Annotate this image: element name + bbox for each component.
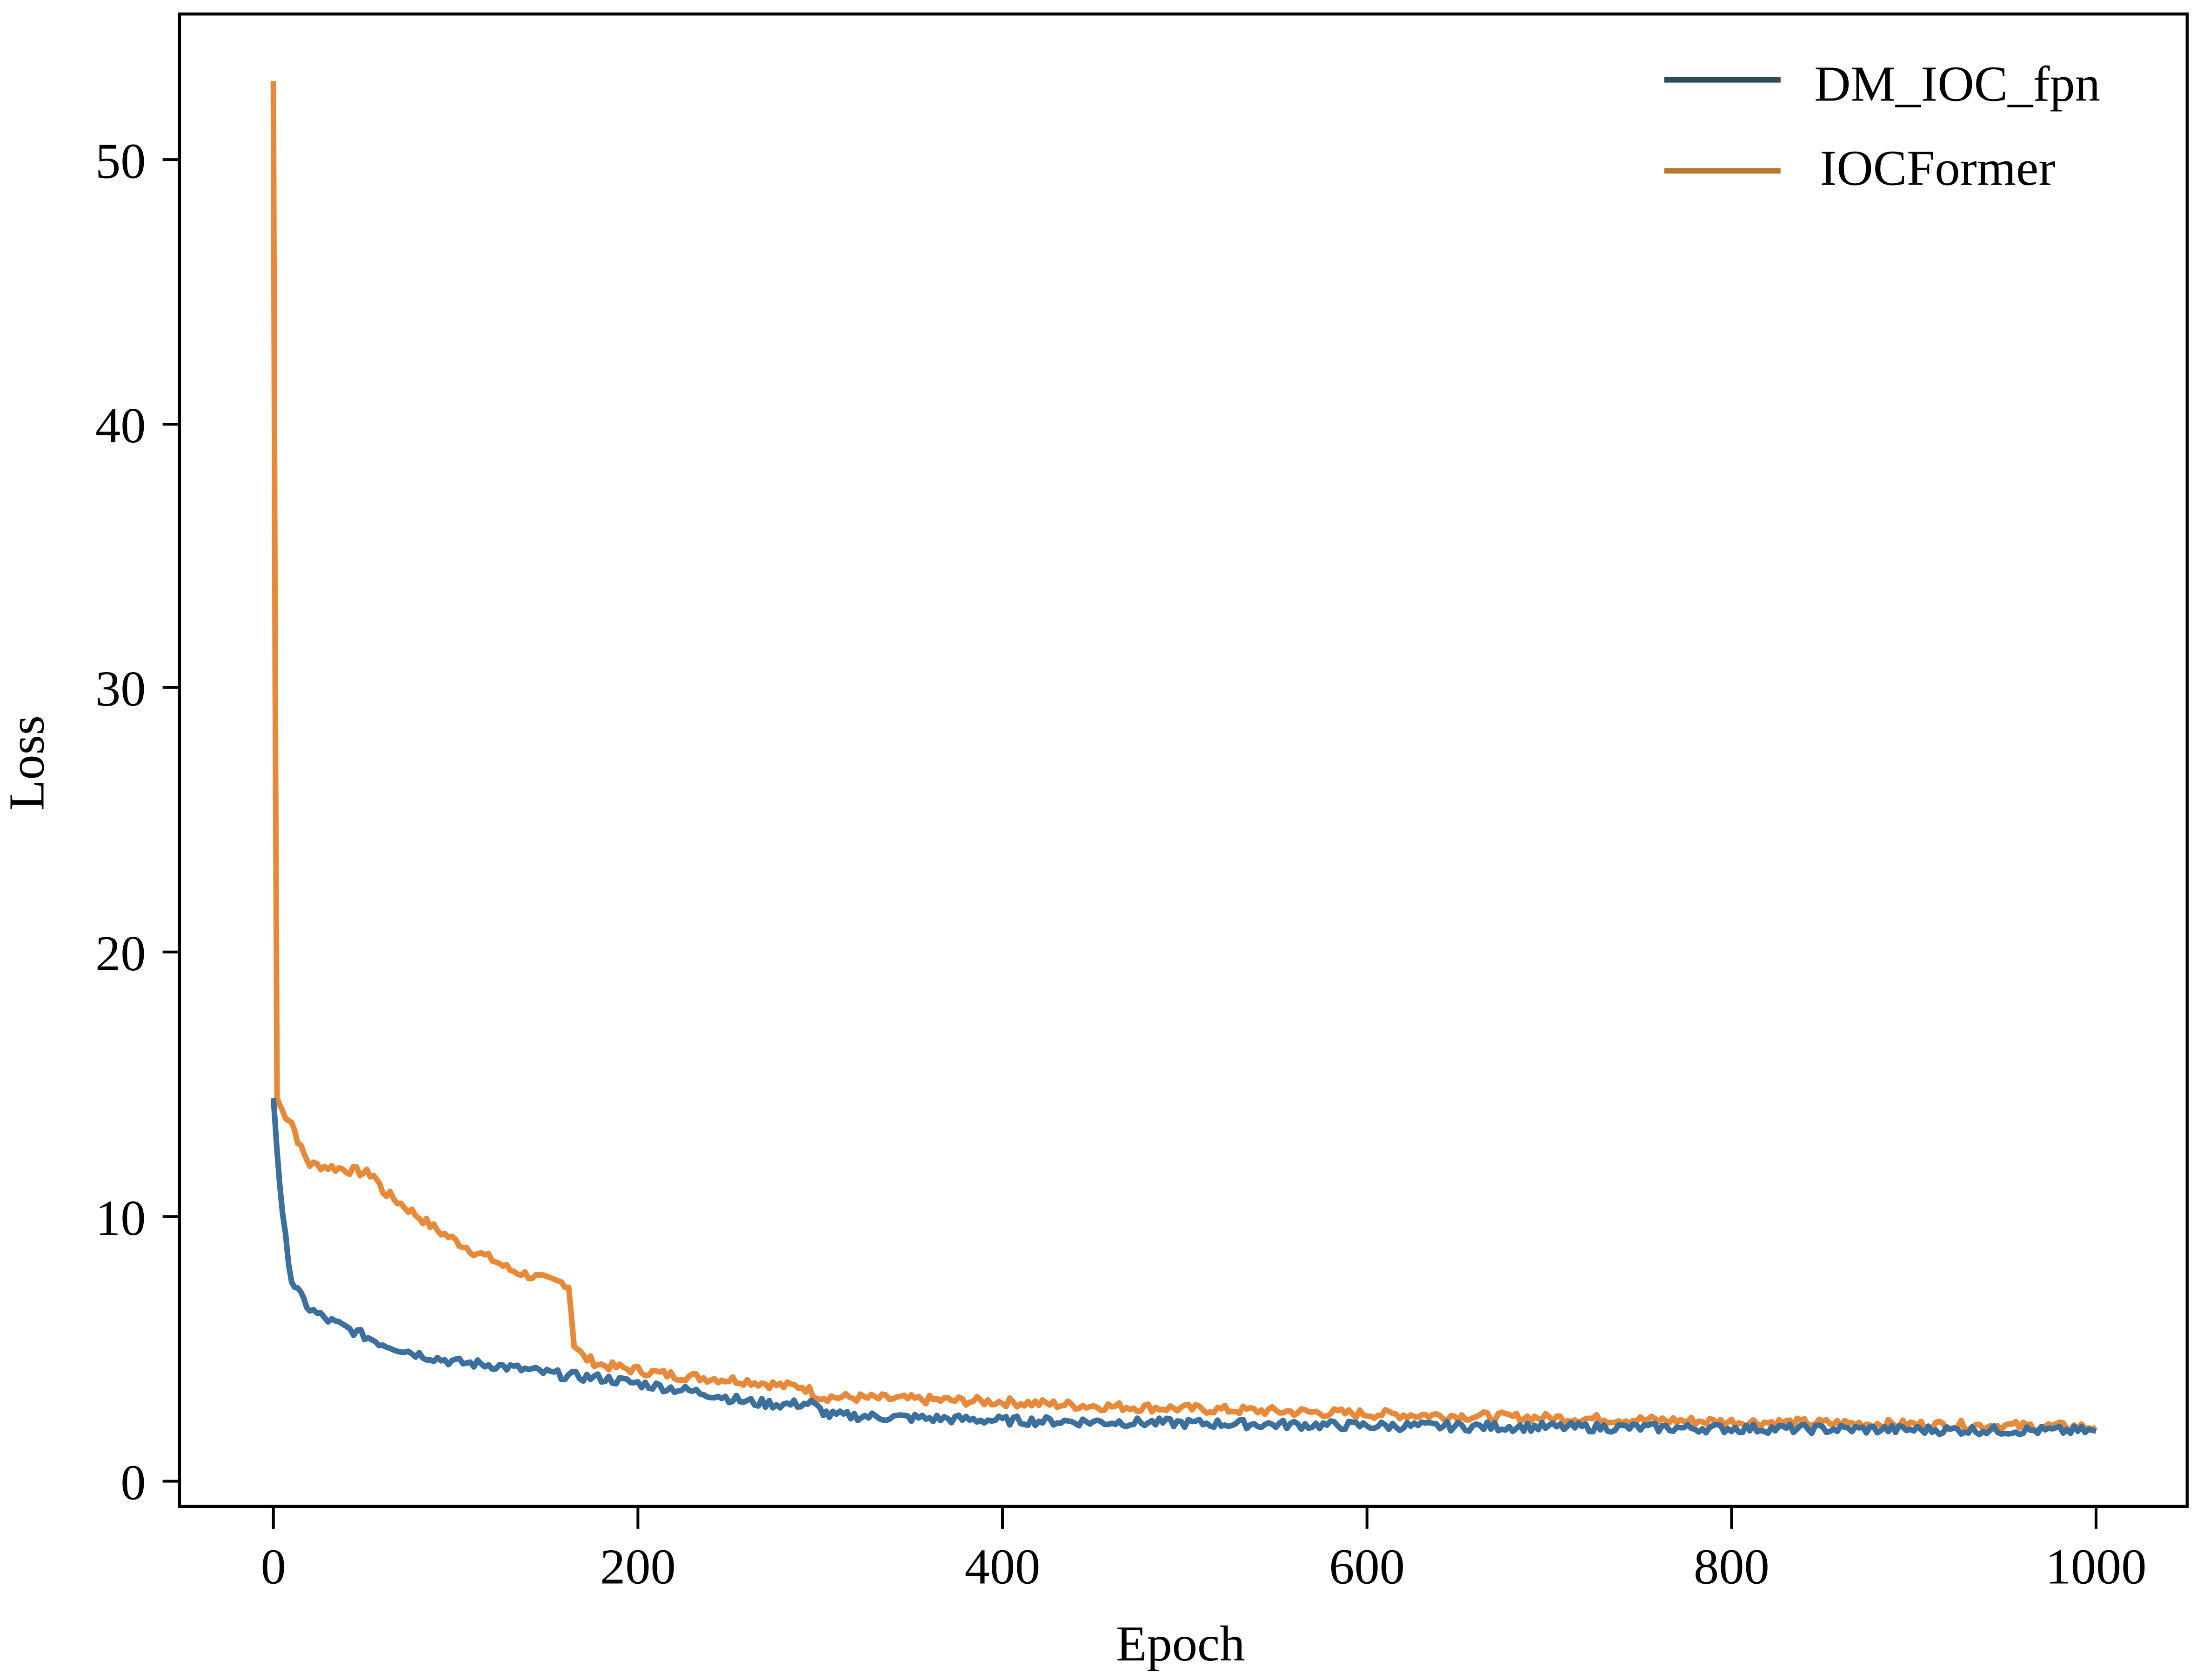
y-tick: 10 (95, 1190, 180, 1246)
y-tick-label: 30 (95, 661, 146, 717)
y-tick-label: 20 (95, 926, 146, 981)
legend: DM_IOC_fpn IOCFormer (1664, 56, 2100, 196)
y-tick: 30 (95, 661, 180, 717)
x-tick: 800 (1694, 1506, 1770, 1594)
plot-frame (178, 12, 2189, 1508)
legend-label: DM_IOC_fpn (1814, 56, 2100, 112)
series-line-dm-ioc-fpn (270, 1098, 2097, 1438)
legend-label: IOCFormer (1820, 140, 2055, 196)
y-tick: 50 (95, 133, 180, 189)
x-tick: 1000 (2045, 1506, 2146, 1594)
x-tick-label: 0 (261, 1539, 286, 1594)
y-axis: 0 10 20 30 40 50 (95, 133, 180, 1511)
x-tick: 0 (261, 1506, 286, 1594)
y-tick: 0 (120, 1455, 180, 1511)
y-tick: 40 (95, 398, 180, 453)
y-tick-label: 40 (95, 398, 146, 453)
x-axis-title: Epoch (1116, 1616, 1245, 1672)
legend-item-iocformer: IOCFormer (1664, 140, 2055, 196)
x-axis: 0 200 400 600 800 1000 (261, 1506, 2146, 1594)
y-tick-label: 0 (120, 1455, 146, 1511)
x-tick-label: 600 (1329, 1539, 1405, 1594)
y-tick-label: 50 (95, 133, 146, 189)
y-axis-title: Loss (0, 715, 54, 811)
series-line-iocformer (270, 81, 2098, 1433)
x-tick-label: 1000 (2045, 1539, 2146, 1594)
legend-item-dm-ioc-fpn: DM_IOC_fpn (1664, 56, 2100, 112)
y-tick: 20 (95, 926, 180, 981)
x-tick-label: 800 (1694, 1539, 1770, 1594)
series-layer (270, 81, 2098, 1438)
y-tick-label: 10 (95, 1190, 146, 1246)
x-tick: 200 (600, 1506, 676, 1594)
x-tick: 600 (1329, 1506, 1405, 1594)
x-tick-label: 400 (965, 1539, 1041, 1594)
x-tick-label: 200 (600, 1539, 676, 1594)
x-tick: 400 (965, 1506, 1041, 1594)
